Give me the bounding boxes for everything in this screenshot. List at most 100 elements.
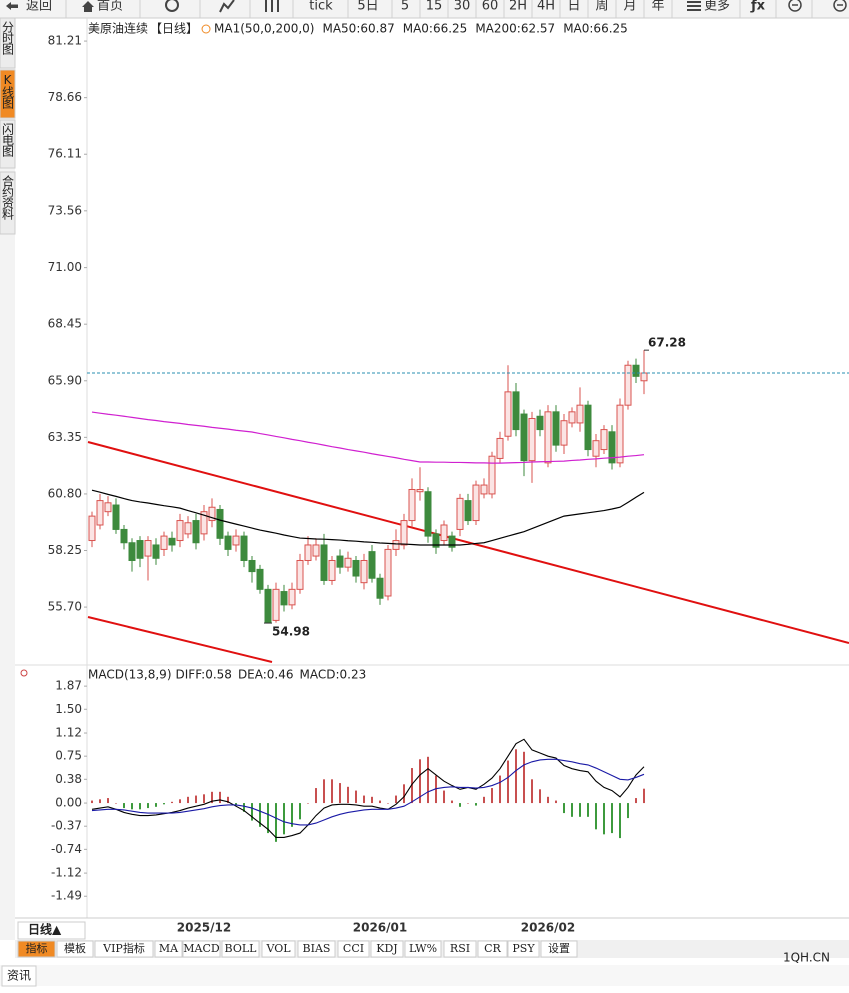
back-icon [6,2,18,10]
candle-body [320,544,328,581]
y-tick-label: 55.70 [48,600,82,614]
candle-body [328,559,336,581]
indicator-tab[interactable] [261,940,296,958]
indicator-tab-label[interactable]: KDJ [376,942,397,955]
macd-bar [291,803,293,827]
indicator-tab-label[interactable]: MACD [183,942,220,955]
indicator-tab[interactable] [154,940,183,958]
period-switch-label[interactable]: 日线▲ [28,922,62,937]
more-icon[interactable] [687,1,701,11]
indicator-tab-label[interactable]: LW% [409,942,437,955]
period-button[interactable]: 月 [623,0,636,14]
candle-body [256,568,264,590]
indicator-tab-label[interactable]: BIAS [303,942,331,955]
indicator-tab-label[interactable]: RSI [450,942,470,955]
macd-bar [355,790,357,804]
macd-bar [91,800,93,804]
macd-bar [363,795,365,804]
footer-tab-label[interactable]: 资讯 [7,969,31,983]
side-tab[interactable] [0,119,16,169]
settings-icon[interactable] [20,669,28,677]
candle-body [400,520,408,546]
period-button[interactable]: 2H [509,0,527,14]
candle-body [272,588,280,621]
indicator-tab[interactable] [182,940,221,958]
trend-line [87,616,273,663]
indicator-tab[interactable] [507,940,540,958]
indicator-tab-label[interactable]: 指标 [26,941,48,955]
candle-body [384,548,392,597]
side-tab[interactable] [0,171,16,235]
indicator-tab[interactable] [221,940,260,958]
indicator-tab[interactable] [94,940,154,958]
indicator-tab-label[interactable]: PSY [512,942,535,955]
indicator-tab[interactable] [17,940,56,958]
period-button[interactable]: 30 [454,0,471,14]
refresh-icon[interactable] [165,0,179,12]
indicator-tab-label[interactable]: MA [159,942,179,955]
side-tab[interactable] [0,69,16,119]
indicator-tab-label[interactable]: CR [484,942,501,955]
indicator-tab[interactable] [56,940,94,958]
period-button[interactable]: 4H [537,0,555,14]
indicator-tab-label[interactable]: BOLL [225,942,258,955]
period-button[interactable]: 15 [426,0,443,14]
indicator-tab-label[interactable]: VIP指标 [102,941,145,955]
period-toggle[interactable] [201,24,211,34]
y-tick-label: 73.56 [48,203,82,217]
candle-body [240,535,248,561]
period-switch[interactable] [17,921,86,940]
indicator-tab[interactable] [540,940,578,958]
period-button[interactable]: 周 [595,0,608,14]
candle-body [192,520,200,544]
macd-bar [403,784,405,804]
ma-legend: MA0:66.25 [563,22,628,36]
chart-icon[interactable] [219,0,235,13]
indicator-tab[interactable] [370,940,404,958]
macd-bar [131,803,133,810]
toolbar-button[interactable]: ƒx [750,0,766,14]
candle-body [200,511,208,535]
indicator-tab-label[interactable]: VOL [265,942,291,955]
candle-icon[interactable] [265,0,279,12]
indicator-tab[interactable] [297,940,336,958]
indicator-tab[interactable] [477,940,508,958]
indicator-tab-label[interactable]: 设置 [548,942,570,955]
indicator-tab-label[interactable]: 模板 [64,941,86,955]
macd-bar [299,803,301,820]
period-button[interactable]: 60 [482,0,499,14]
toolbar-button[interactable]: 首页 [97,0,123,14]
period-button[interactable]: 日 [567,0,580,14]
candle-body [432,533,440,548]
zoom-in-icon[interactable] [833,0,847,12]
macd-bar [499,775,501,804]
toolbar-button[interactable]: 返回 [26,0,52,14]
period-button[interactable]: 5日 [357,0,378,14]
side-tab-label[interactable]: 分时图 [1,21,15,55]
side-tab-label[interactable]: 合约资料 [1,174,15,220]
indicator-tab[interactable] [404,940,442,958]
side-tab-label[interactable]: K线图 [1,73,15,109]
indicator-tab-label[interactable]: CCI [343,942,364,955]
toolbar-button[interactable]: 更多 [704,0,730,14]
period-button[interactable]: 5 [401,0,409,14]
candle-body [336,555,344,568]
candle-body [280,591,288,606]
footer-tab[interactable] [1,965,37,987]
period-button[interactable]: 年 [651,0,664,14]
side-tab[interactable] [0,17,16,69]
candle-body [288,588,296,606]
candle-body [552,411,560,446]
ma-legend: MA0:66.25 [403,22,468,36]
side-tab-label[interactable]: 闪电图 [1,123,15,157]
zoom-out-icon[interactable] [788,0,802,12]
indicator-tab[interactable] [443,940,477,958]
y-tick-label: -0.74 [51,842,82,856]
macd-bar [195,795,197,804]
macd-bar [315,788,317,804]
candle-body [448,535,456,548]
macd-bar [115,803,117,804]
toolbar-button[interactable]: tick [309,0,333,14]
indicator-tab[interactable] [337,940,370,958]
candle-body [440,524,448,542]
